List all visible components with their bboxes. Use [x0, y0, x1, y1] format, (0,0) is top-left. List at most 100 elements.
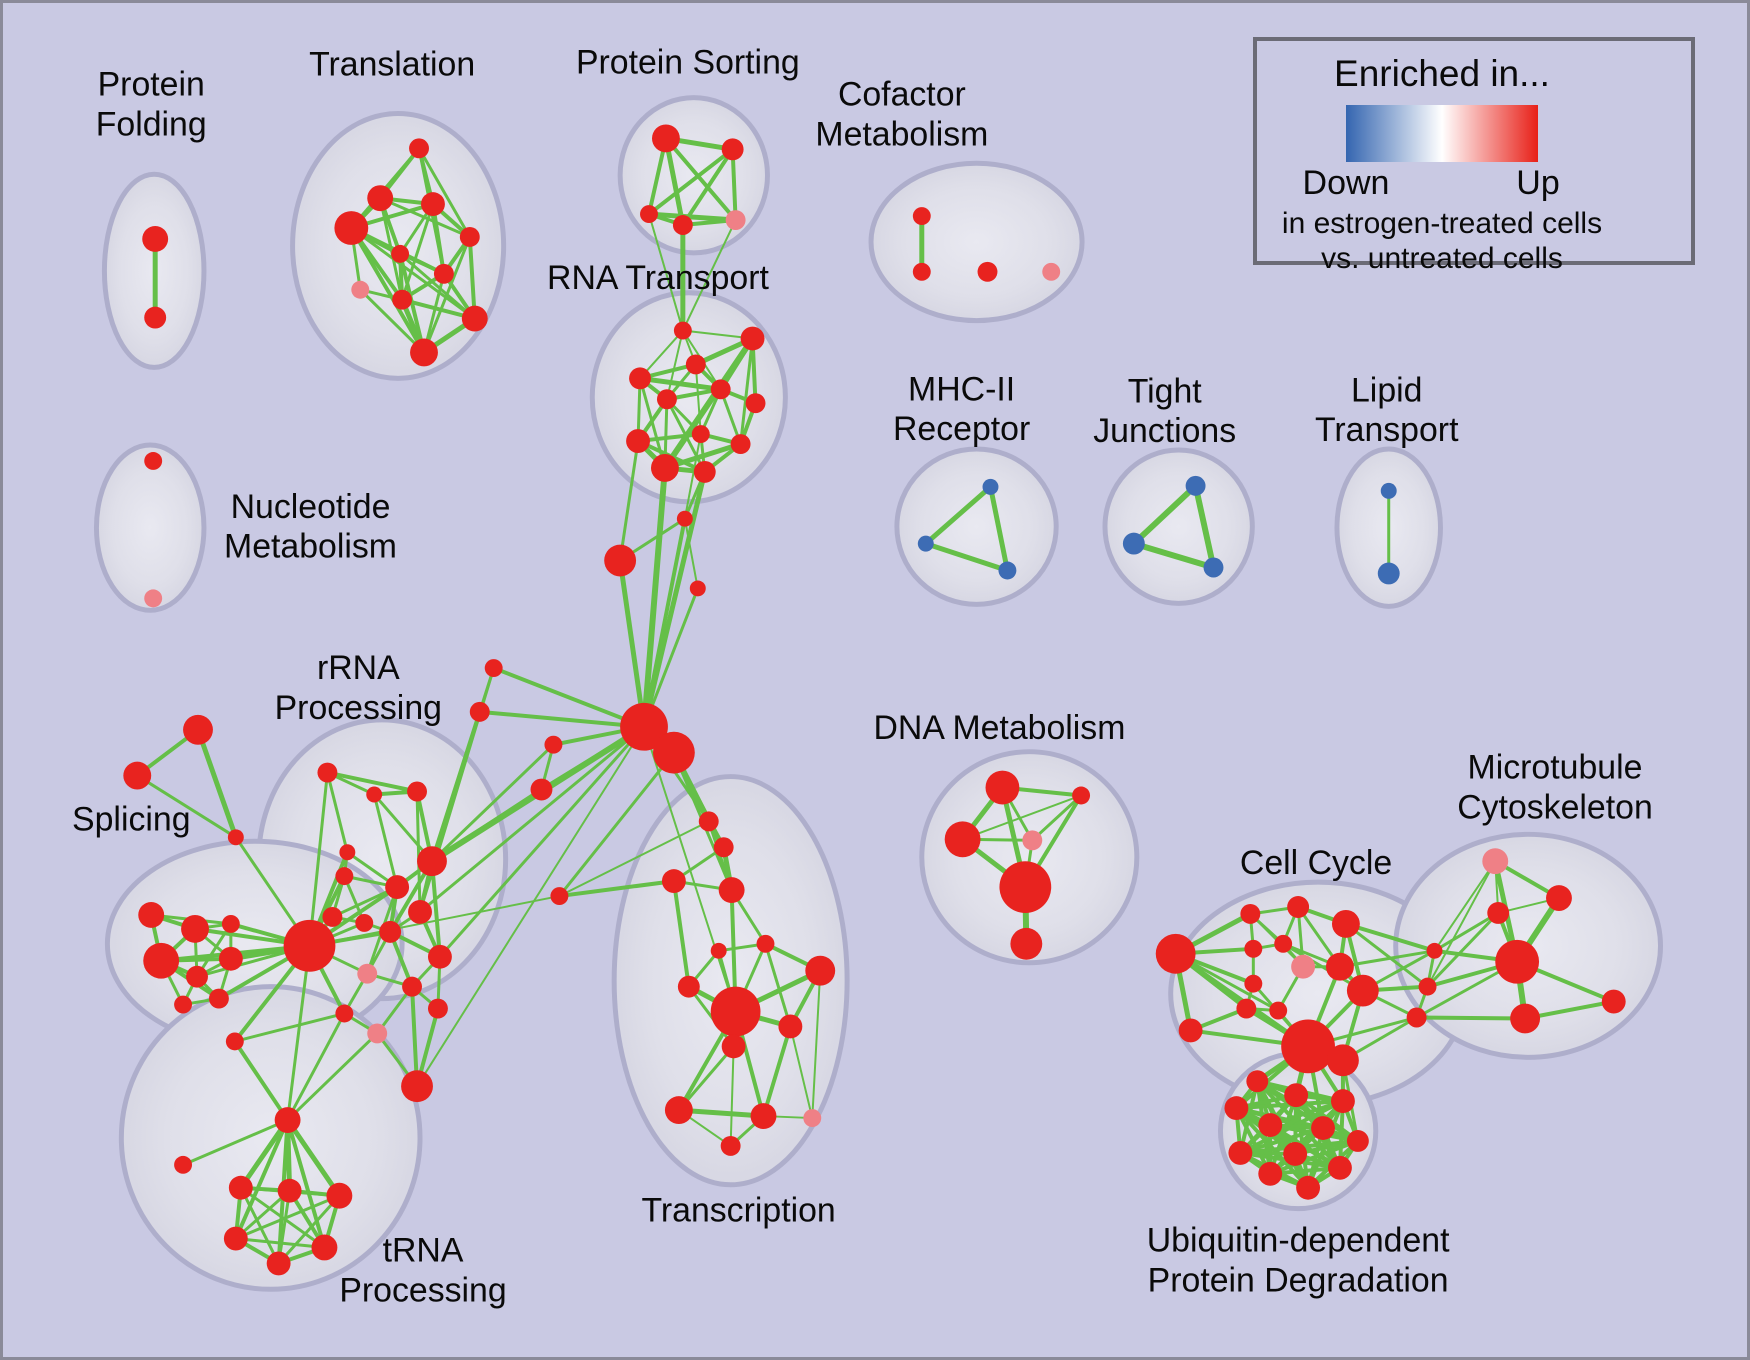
node-R11	[408, 900, 432, 924]
edge-R1-R3	[325, 770, 420, 794]
node-U8	[1228, 1140, 1253, 1165]
node-CC8	[1326, 952, 1354, 981]
cluster-label-dna-metabolism: DNA Metabolism	[873, 709, 1125, 747]
edge-TJ1-TJ3	[1192, 482, 1217, 571]
edge-M3-TR1	[558, 820, 710, 898]
edge-TR11-TR15	[729, 1045, 735, 1147]
node-PS5	[725, 210, 746, 230]
edge-TN2-TN4	[234, 1189, 292, 1241]
node-C2	[604, 544, 637, 577]
node-CF3	[977, 261, 998, 282]
node-CN2	[1418, 977, 1437, 996]
node-CC13	[1281, 1019, 1335, 1074]
edge-S0a-S0c	[195, 727, 239, 840]
node-R14	[427, 944, 452, 969]
node-U7	[1346, 1130, 1369, 1152]
edge-R2-R6	[372, 792, 399, 889]
edge-TR3-TR7	[671, 879, 691, 989]
node-CF4	[1042, 262, 1061, 281]
node-MT6	[1601, 989, 1626, 1014]
node-SP6	[218, 946, 243, 971]
node-R17	[367, 1023, 388, 1044]
node-T2	[367, 185, 394, 212]
edge-MH1-MH3	[987, 484, 1010, 573]
edge-MT1-CN2	[1426, 860, 1497, 988]
cluster-label-cofactor-metabolism: Cofactor	[838, 76, 966, 114]
node-R10	[379, 920, 402, 943]
edge-MT5-MT6	[1523, 999, 1616, 1021]
edge-R13-R18	[410, 984, 420, 1089]
cluster-label-cofactor-metabolism: Metabolism	[815, 115, 988, 153]
node-TN5	[311, 1234, 338, 1261]
node-RT6	[656, 389, 677, 410]
node-TR11	[721, 1034, 746, 1059]
edge-X2-H1	[477, 709, 647, 729]
node-CN3	[1406, 1007, 1427, 1028]
node-C1	[676, 510, 693, 527]
node-TJ1	[1185, 475, 1206, 496]
node-T3	[421, 192, 445, 217]
edge-R19-TN0	[181, 1118, 290, 1167]
legend-caption-line2: vs. untreated cells	[1321, 242, 1563, 275]
node-R6	[385, 875, 410, 900]
edge-PS1-PS4	[663, 135, 686, 228]
node-R3	[407, 781, 427, 802]
node-TN2	[277, 1178, 302, 1203]
edge-T1-T5	[417, 146, 472, 239]
node-CF1	[912, 207, 931, 226]
edge-TR7-TR11	[687, 985, 736, 1048]
edge-RT2-RT10	[739, 337, 755, 446]
node-SP4	[143, 942, 180, 979]
node-R5	[417, 846, 447, 877]
node-M3	[550, 887, 569, 906]
node-TR1	[698, 811, 719, 832]
node-TR15	[720, 1135, 741, 1156]
node-TN0	[174, 1155, 193, 1174]
edge-T4-T10	[349, 226, 477, 321]
node-CC3	[1287, 896, 1310, 918]
cluster-label-rna-transport: RNA Transport	[547, 259, 769, 297]
node-SP3	[221, 914, 240, 933]
node-CC14	[1326, 1044, 1359, 1077]
edge-R19-TN5	[285, 1118, 327, 1250]
edge-TN3-TN4	[234, 1194, 341, 1241]
node-RT8	[691, 425, 710, 444]
cluster-label-ubiquitin-degradation: Protein Degradation	[1148, 1261, 1449, 1299]
edge-TR8-TR14	[811, 969, 822, 1120]
edge-C1-H1	[642, 516, 687, 729]
node-NM1	[144, 452, 163, 470]
node-M1	[544, 735, 563, 754]
node-SP1	[138, 902, 165, 928]
cluster-label-protein-folding: Protein	[98, 66, 205, 104]
edge-RT1-RT6	[665, 329, 684, 401]
edge-SPH-R1	[308, 771, 329, 948]
edge-D2-D3	[961, 794, 1083, 841]
cluster-label-protein-sorting: Protein Sorting	[576, 44, 800, 82]
node-TR12	[664, 1096, 693, 1125]
edge-RT9-C2	[618, 439, 640, 563]
edge-CC4-CN2	[1344, 922, 1430, 989]
node-H1	[620, 702, 668, 751]
edge-R19-TN3	[285, 1117, 342, 1199]
node-TJ2	[1122, 532, 1145, 555]
node-D4	[1022, 830, 1043, 851]
edge-RT8-C1	[683, 433, 702, 520]
edge-SPH-R19	[286, 944, 311, 1122]
edge-TR10-TR14	[789, 1025, 814, 1120]
node-R13	[402, 976, 423, 997]
edge-TN4-TN5	[234, 1237, 326, 1249]
node-R4	[339, 844, 356, 861]
node-T6	[391, 244, 410, 263]
node-U11	[1258, 1161, 1283, 1186]
edge-T5-T10	[467, 234, 477, 321]
node-CC10	[1244, 974, 1263, 993]
node-MH3	[998, 561, 1017, 580]
node-SPH	[283, 919, 336, 972]
node-U12	[1296, 1175, 1321, 1200]
edge-TN1-TN6	[239, 1186, 281, 1265]
node-MT4	[1495, 939, 1540, 984]
node-TR5	[710, 942, 727, 959]
edge-PS2-PS3	[647, 147, 735, 217]
node-CC11	[1236, 998, 1257, 1019]
node-RT2	[740, 326, 765, 351]
